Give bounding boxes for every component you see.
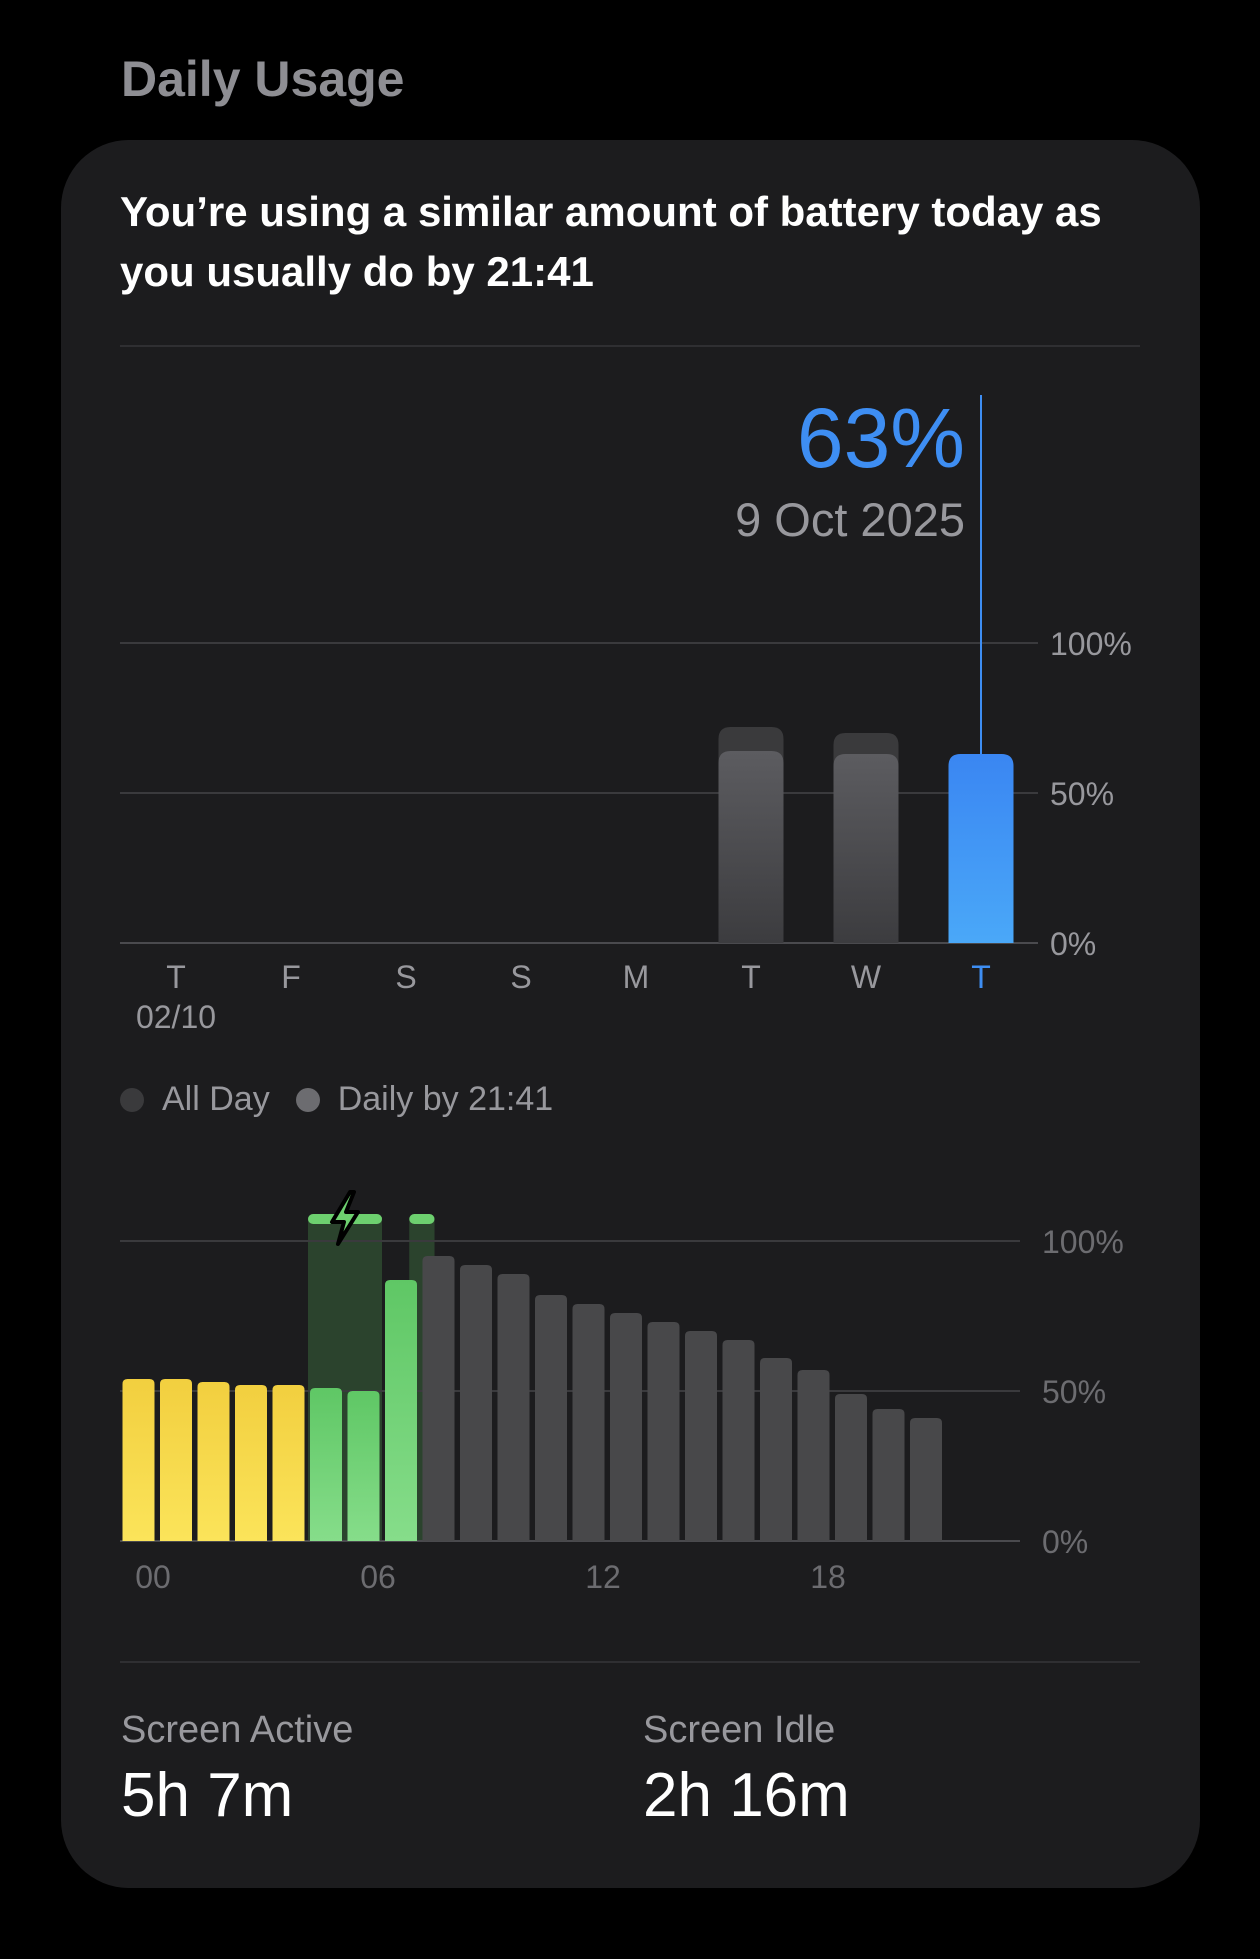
- hourly-bar[interactable]: [197, 1382, 230, 1541]
- x-date-label: 02/10: [136, 999, 216, 1035]
- charging-bolt-shape: [330, 1190, 360, 1246]
- selected-day-bar[interactable]: [948, 754, 1014, 943]
- hourly-bar[interactable]: [497, 1274, 530, 1541]
- legend-daily-by-label: Daily by 21:41: [337, 1080, 554, 1118]
- hourly-bar[interactable]: [460, 1265, 492, 1541]
- y-tick-label: 100%: [1050, 626, 1132, 662]
- selected-day-date: 9 Oct 2025: [735, 493, 965, 546]
- hourly-x-tick-label: 06: [360, 1559, 396, 1595]
- hourly-bar[interactable]: [422, 1256, 455, 1541]
- hourly-x-tick-label: 00: [135, 1559, 171, 1595]
- hourly-x-tick-label: 18: [810, 1559, 846, 1595]
- daily-usage-card: [61, 140, 1200, 1888]
- legend-daily-by-swatch: [295, 1087, 320, 1112]
- screen-idle-label: Screen Idle: [643, 1709, 836, 1751]
- hourly-y-tick-label: 0%: [1042, 1524, 1088, 1560]
- hourly-bar[interactable]: [572, 1304, 605, 1541]
- hourly-bar[interactable]: [760, 1358, 792, 1541]
- y-tick-label: 50%: [1050, 776, 1114, 812]
- x-day-label: T: [971, 959, 991, 995]
- usage-summary-headline: You’re using a similar amount of battery…: [120, 188, 1102, 295]
- section-title: Daily Usage: [121, 51, 405, 107]
- divider-top: [120, 345, 1140, 347]
- screen-active-value: 5h 7m: [121, 1761, 294, 1830]
- legend-daily-by: Daily by 21:41: [295, 1080, 554, 1119]
- hourly-bar[interactable]: [647, 1322, 680, 1541]
- daily-by-bar[interactable]: [833, 754, 899, 943]
- x-day-label: S: [395, 959, 416, 995]
- selected-day-value: 63%: [796, 391, 965, 485]
- x-day-label: F: [281, 959, 301, 995]
- hourly-bar[interactable]: [535, 1295, 567, 1541]
- hourly-bar[interactable]: [235, 1385, 267, 1541]
- hourly-bar[interactable]: [272, 1385, 305, 1541]
- hourly-bar[interactable]: [685, 1331, 717, 1541]
- legend-all-day-swatch: [120, 1087, 144, 1112]
- x-day-label: T: [166, 959, 186, 995]
- screen-idle-stat: Screen Idle 2h 16m: [643, 1708, 850, 1834]
- x-day-label: M: [623, 959, 650, 995]
- hourly-y-tick-label: 100%: [1042, 1224, 1124, 1260]
- hourly-bar[interactable]: [385, 1280, 417, 1541]
- screen-active-label: Screen Active: [121, 1709, 354, 1751]
- hourly-bar[interactable]: [160, 1379, 192, 1541]
- charging-period-cap: [409, 1214, 435, 1224]
- y-tick-label: 0%: [1050, 926, 1096, 962]
- hourly-bar[interactable]: [722, 1340, 755, 1541]
- chart-legend: All Day Daily by 21:41: [120, 1080, 553, 1119]
- hourly-x-tick-label: 12: [585, 1559, 621, 1595]
- x-day-label: S: [510, 959, 531, 995]
- hourly-bar[interactable]: [910, 1418, 942, 1541]
- hourly-bar[interactable]: [797, 1370, 830, 1541]
- hourly-bar[interactable]: [347, 1391, 380, 1541]
- daily-by-bar[interactable]: [718, 751, 784, 943]
- hourly-bar[interactable]: [835, 1394, 867, 1541]
- divider-bottom: [120, 1661, 1140, 1663]
- daily-battery-chart[interactable]: 0% 50% 100% T 02/10 F S S M T W T: [0, 0, 1260, 1060]
- hourly-bar[interactable]: [872, 1409, 905, 1541]
- screen-idle-value: 2h 16m: [643, 1761, 850, 1830]
- hourly-bar[interactable]: [610, 1313, 642, 1541]
- legend-all-day-label: All Day: [162, 1080, 270, 1118]
- x-day-label: W: [851, 959, 882, 995]
- legend-all-day: All Day: [120, 1080, 270, 1119]
- hourly-y-tick-label: 50%: [1042, 1374, 1106, 1410]
- hourly-bar[interactable]: [122, 1379, 155, 1541]
- hourly-bar[interactable]: [310, 1388, 342, 1541]
- x-day-label: T: [741, 959, 761, 995]
- screen-active-stat: Screen Active 5h 7m: [121, 1708, 353, 1834]
- charging-bolt-icon: [330, 1190, 360, 1246]
